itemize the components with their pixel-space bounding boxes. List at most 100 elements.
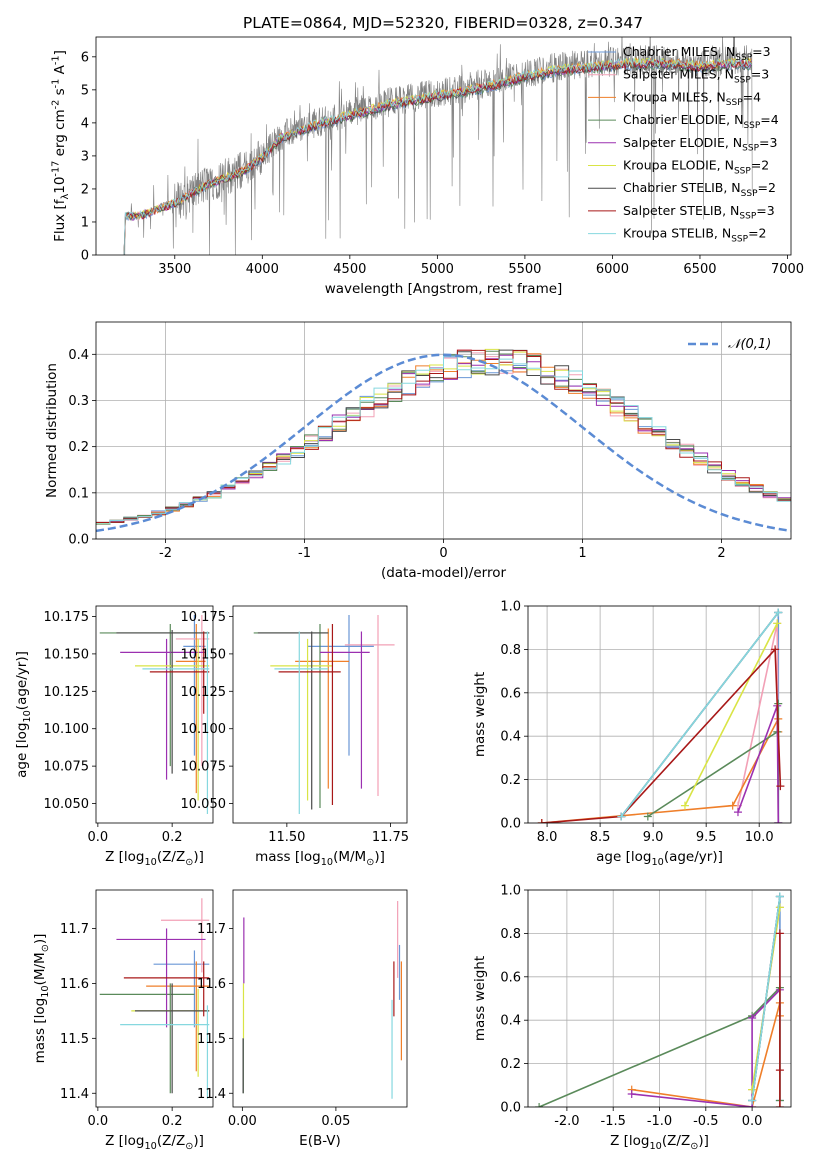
x-tick-label: 0.0 bbox=[88, 830, 109, 845]
x-axis-label: mass [log10(M/M⊙)] bbox=[255, 849, 385, 868]
y-axis-label: mass weight bbox=[472, 956, 488, 1041]
y-tick-label: 4 bbox=[81, 116, 89, 131]
panel-weight-vs-Z: -2.0 -1.5 -1.0 -0.5 0.0 0.0 0.2 0.4 0.6 0.8 1.0 Z [… bbox=[472, 884, 792, 1152]
y-tick-label: 10.100 bbox=[181, 722, 227, 737]
y-tick-label: 11.4 bbox=[60, 1087, 89, 1102]
plot-area-mass-vs-EBV bbox=[242, 900, 402, 1099]
weight-marker bbox=[774, 819, 783, 823]
y-tick-label: 0.4 bbox=[500, 1014, 521, 1029]
plot-area-spectrum bbox=[123, 37, 753, 255]
y-tick-label: 1.0 bbox=[500, 600, 521, 615]
weight-marker bbox=[728, 801, 737, 810]
weight-marker bbox=[748, 1085, 757, 1094]
y-tick-label: 0.4 bbox=[68, 348, 89, 363]
figure-title: PLATE=0864, MJD=52320, FIBERID=0328, z=0… bbox=[243, 14, 643, 32]
x-tick-label: 3500 bbox=[158, 262, 191, 277]
weight-marker bbox=[627, 1089, 636, 1098]
axes-frame bbox=[527, 605, 792, 824]
weight-line-6 bbox=[684, 623, 778, 806]
x-tick-label: 8.0 bbox=[537, 830, 558, 845]
residual-histogram-8 bbox=[96, 349, 791, 523]
x-axis-label: Z [log10(Z/Z⊙)] bbox=[105, 1133, 204, 1152]
y-tick-label: 11.6 bbox=[60, 977, 89, 992]
y-axis-label: age [log10(age/yr)] bbox=[14, 651, 33, 778]
weight-marker bbox=[643, 812, 652, 821]
y-tick-label: 1.0 bbox=[500, 884, 521, 899]
model-spectrum-9 bbox=[123, 57, 752, 255]
x-tick-label: 8.5 bbox=[590, 830, 611, 845]
x-tick-label: 0.2 bbox=[162, 830, 183, 845]
x-tick-label: -1 bbox=[298, 546, 311, 561]
axes-frame bbox=[232, 889, 408, 1108]
x-tick-label: 6000 bbox=[596, 262, 629, 277]
x-tick-label: 11.75 bbox=[372, 830, 409, 845]
x-tick-label: 10.0 bbox=[745, 830, 774, 845]
axes-frame bbox=[95, 321, 792, 540]
x-tick-label: 6500 bbox=[683, 262, 716, 277]
model-spectrum-7 bbox=[123, 60, 752, 255]
weight-marker bbox=[771, 645, 780, 654]
x-axis-label: age [log10(age/yr)] bbox=[596, 849, 723, 868]
panel-age-vs-Z: 0.0 0.2 10.050 10.075 10.100 10.125 10.150 10.1… bbox=[14, 605, 214, 868]
y-tick-label: 0.1 bbox=[68, 486, 89, 501]
axes-frame bbox=[232, 605, 408, 824]
y-tick-label: 11.6 bbox=[197, 977, 226, 992]
x-axis-label: Z [log10(Z/Z⊙)] bbox=[105, 849, 204, 868]
plot-area-age-vs-mass bbox=[253, 614, 395, 815]
weight-marker bbox=[775, 1066, 784, 1075]
y-tick-label: 10.075 bbox=[181, 760, 227, 775]
y-tick-label: 0.6 bbox=[500, 686, 521, 701]
weight-line-3 bbox=[541, 718, 780, 823]
weight-line-5 bbox=[737, 705, 780, 823]
weight-marker bbox=[774, 699, 783, 708]
y-tick-label: 10.100 bbox=[44, 722, 90, 737]
legend-label: Kroupa ELODIE, NSSP=2 bbox=[623, 158, 769, 177]
x-tick-label: 5000 bbox=[421, 262, 454, 277]
x-tick-label: -2.0 bbox=[554, 1114, 579, 1129]
y-tick-label: 3 bbox=[81, 149, 89, 164]
y-tick-label: 10.150 bbox=[181, 647, 227, 662]
plot-area-weight-vs-age bbox=[537, 608, 785, 823]
legend-label: Kroupa MILES, NSSP=4 bbox=[623, 89, 761, 108]
model-spectrum-8 bbox=[123, 58, 752, 255]
y-tick-label: 11.5 bbox=[197, 1032, 226, 1047]
legend-label: 𝒩(0,1) bbox=[728, 337, 771, 352]
weight-marker bbox=[775, 1103, 784, 1107]
legend-label: Chabrier ELODIE, NSSP=4 bbox=[623, 112, 779, 131]
y-tick-label: 11.7 bbox=[197, 922, 226, 937]
panel-mass-vs-EBV: 0.00 0.05 11.4 11.5 11.6 11.7 E(B-V) bbox=[197, 889, 408, 1149]
y-tick-label: 11.5 bbox=[60, 1032, 89, 1047]
axes-frame bbox=[95, 36, 792, 256]
weight-marker bbox=[535, 1103, 544, 1107]
panel-mass-vs-Z: 0.0 0.2 11.4 11.5 11.6 11.7 Z [log10(Z/Z⊙)] mas… bbox=[32, 889, 214, 1152]
legend-label: Chabrier STELIB, NSSP=2 bbox=[623, 180, 776, 199]
y-tick-label: 0.0 bbox=[500, 817, 521, 832]
axes-frame bbox=[95, 889, 214, 1108]
x-tick-label: 4500 bbox=[333, 262, 366, 277]
y-tick-label: 0.0 bbox=[68, 533, 89, 548]
y-tick-label: 10.175 bbox=[44, 610, 90, 625]
y-tick-label: 10.125 bbox=[181, 685, 227, 700]
weight-marker bbox=[748, 1096, 757, 1105]
y-axis-label: Flux [fλ10-17 erg cm-2 s-1 A-1] bbox=[51, 50, 71, 242]
gaussian-curve bbox=[96, 353, 791, 533]
x-axis-label: wavelength [Angstrom, rest frame] bbox=[325, 281, 563, 297]
y-tick-label: 0.2 bbox=[500, 773, 521, 788]
x-tick-label: 0.05 bbox=[321, 1114, 350, 1129]
plot-area-weight-vs-Z bbox=[535, 892, 784, 1107]
y-tick-label: 1 bbox=[81, 215, 89, 230]
y-tick-label: 11.7 bbox=[60, 922, 89, 937]
y-tick-label: 0.6 bbox=[500, 970, 521, 985]
y-tick-label: 0.2 bbox=[500, 1057, 521, 1072]
x-tick-label: -1.5 bbox=[601, 1114, 626, 1129]
x-axis-label: (data-model)/error bbox=[381, 565, 507, 581]
x-tick-label: 11.50 bbox=[268, 830, 305, 845]
y-tick-label: 10.075 bbox=[44, 760, 90, 775]
x-tick-label: 9.0 bbox=[643, 830, 664, 845]
y-tick-label: 10.050 bbox=[44, 797, 90, 812]
weight-marker bbox=[733, 808, 742, 817]
x-tick-label: 1 bbox=[578, 546, 586, 561]
x-axis-label: E(B-V) bbox=[299, 1133, 341, 1149]
legend-label: Salpeter STELIB, NSSP=3 bbox=[623, 203, 775, 222]
legend-label: Kroupa STELIB, NSSP=2 bbox=[623, 226, 767, 245]
